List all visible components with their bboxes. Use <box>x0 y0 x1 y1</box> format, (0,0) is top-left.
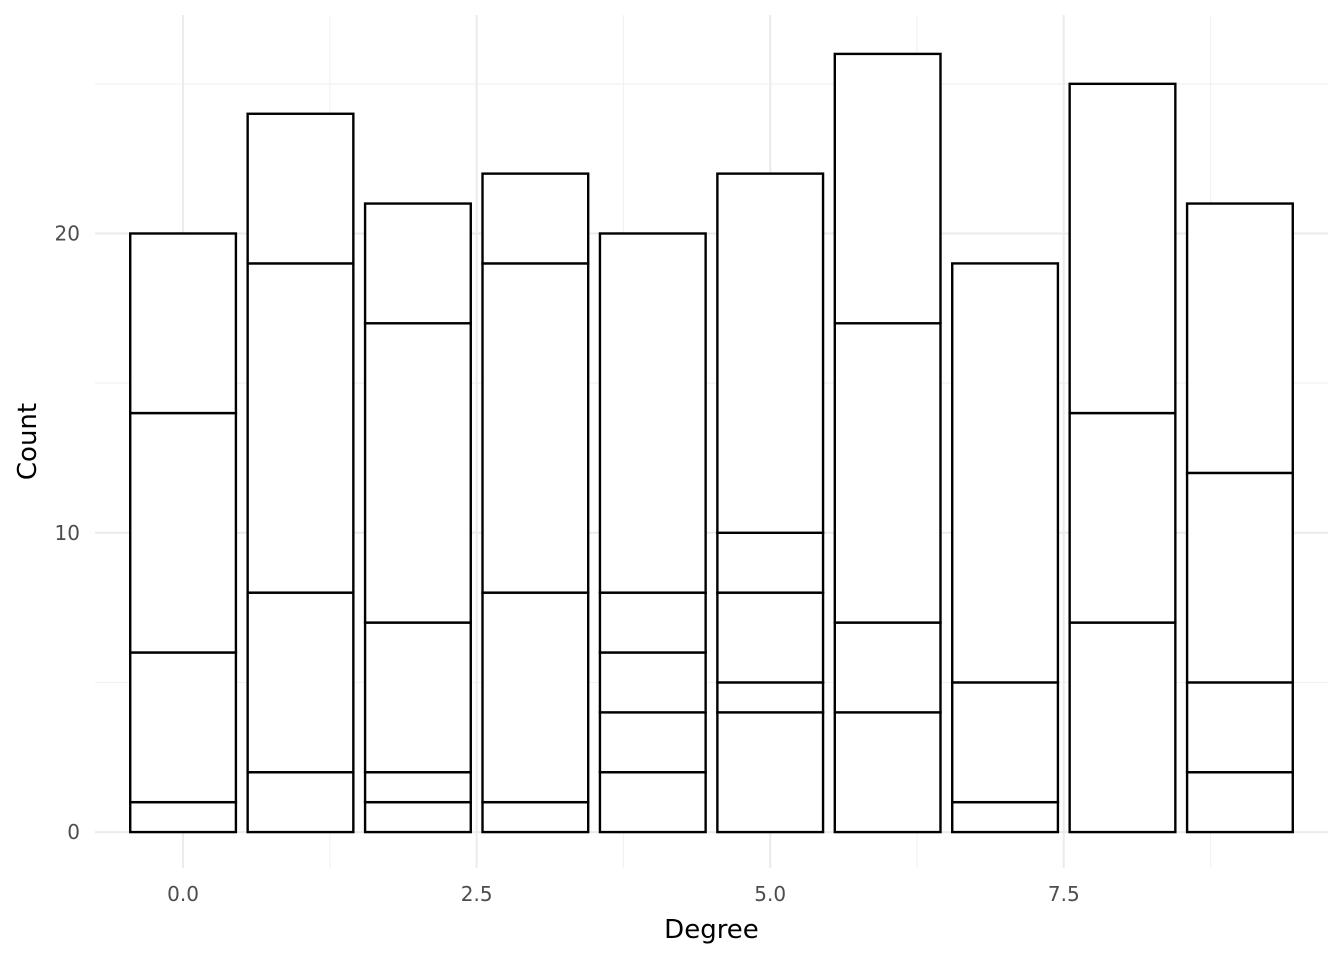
y-axis-ticks: 0 10 20 <box>55 221 80 844</box>
bar-segment-6-1 <box>833 621 942 714</box>
bar-segment-3-1 <box>481 591 590 804</box>
bar-segment-1-2 <box>246 262 355 594</box>
bar-segment-8-2 <box>1068 82 1177 415</box>
bar-segment-9-0 <box>1185 771 1294 834</box>
bar-segment-8-1 <box>1068 411 1177 624</box>
bar-segment-5-0 <box>716 711 825 834</box>
bar-segment-5-3 <box>716 531 825 594</box>
bar-segment-5-2 <box>716 591 825 684</box>
bar-segment-9-2 <box>1185 471 1294 684</box>
bar-segment-1-3 <box>246 112 355 265</box>
x-axis-ticks: 0.0 2.5 5.0 7.5 <box>167 882 1080 906</box>
bar-segment-4-2 <box>598 651 707 714</box>
bar-segment-0-2 <box>129 411 238 654</box>
bar-segment-2-1 <box>363 771 472 804</box>
bar-segment-2-0 <box>363 800 472 834</box>
y-axis-title: Count <box>13 403 43 480</box>
bar-segment-6-2 <box>833 322 942 624</box>
y-tick-label: 0 <box>67 820 80 844</box>
bar-segment-2-3 <box>363 322 472 624</box>
bar-segment-3-3 <box>481 172 590 265</box>
bar-segment-2-4 <box>363 202 472 325</box>
bar-segment-3-2 <box>481 262 590 594</box>
bar-segment-0-1 <box>129 651 238 804</box>
bar-segment-4-0 <box>598 771 707 834</box>
x-tick-label: 2.5 <box>461 882 493 906</box>
bar-segment-2-2 <box>363 621 472 774</box>
bar-segment-1-0 <box>246 771 355 834</box>
bar-segment-3-0 <box>481 800 590 834</box>
y-tick-label: 20 <box>55 221 80 245</box>
bar-segment-8-0 <box>1068 621 1177 834</box>
bar-segment-6-3 <box>833 52 942 325</box>
bar-segment-4-3 <box>598 591 707 654</box>
x-tick-label: 0.0 <box>167 882 199 906</box>
bar-segment-5-1 <box>716 681 825 714</box>
bar-segment-7-1 <box>951 681 1060 804</box>
bar-segment-0-0 <box>129 800 238 834</box>
bar-segment-7-2 <box>951 262 1060 684</box>
bar-segment-6-0 <box>833 711 942 834</box>
bar-segment-0-3 <box>129 232 238 415</box>
bar-segment-4-1 <box>598 711 707 774</box>
bar-segment-9-3 <box>1185 202 1294 475</box>
bar-segment-1-1 <box>246 591 355 774</box>
x-tick-label: 7.5 <box>1048 882 1080 906</box>
bars <box>129 52 1294 834</box>
x-axis-title: Degree <box>664 915 759 945</box>
bar-segment-9-1 <box>1185 681 1294 774</box>
y-tick-label: 10 <box>55 521 80 545</box>
bar-segment-5-4 <box>716 172 825 534</box>
x-tick-label: 5.0 <box>754 882 786 906</box>
bar-segment-7-0 <box>951 800 1060 834</box>
bar-segment-4-4 <box>598 232 707 594</box>
